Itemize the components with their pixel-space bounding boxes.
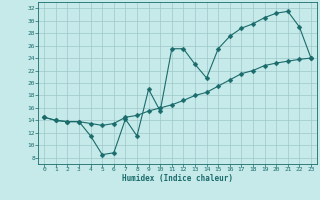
X-axis label: Humidex (Indice chaleur): Humidex (Indice chaleur)	[122, 174, 233, 183]
